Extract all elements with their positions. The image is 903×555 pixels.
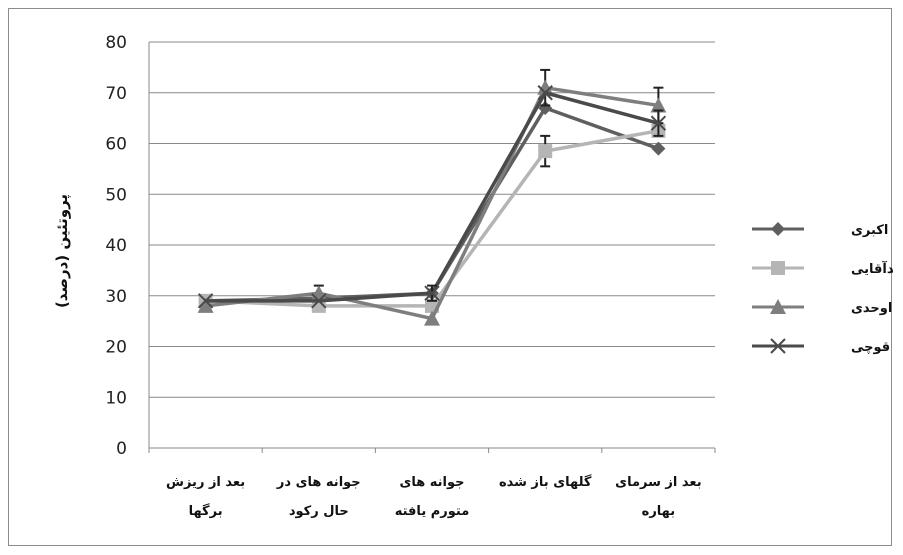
data-point <box>538 144 553 159</box>
data-point <box>771 261 785 275</box>
legend-label: احمدآقایی <box>851 260 893 277</box>
series-line <box>205 129 659 308</box>
series-group <box>197 68 667 326</box>
y-tick-label: 50 <box>105 185 127 205</box>
y-tick-label: 0 <box>116 439 127 459</box>
y-tick-label: 20 <box>105 338 127 358</box>
data-point <box>537 85 553 101</box>
y-axis-label: پروتئین (درصد) <box>53 194 72 308</box>
data-point <box>651 141 666 156</box>
data-point <box>537 79 554 95</box>
gridlines <box>149 41 715 449</box>
series-line <box>205 106 659 303</box>
data-point <box>771 222 785 236</box>
series <box>198 123 666 313</box>
legend-item: اکبری <box>752 222 888 238</box>
legend-label: اوحدی <box>851 301 892 316</box>
chart-frame: 0 10 20 30 40 50 60 70 80 بعد از ریزش برگها جوانه … <box>8 8 893 546</box>
data-point <box>650 115 667 131</box>
x-tick-label: جوانه های متورم یافته <box>395 475 470 519</box>
data-point <box>311 293 327 309</box>
data-point <box>770 338 786 354</box>
data-point <box>424 310 440 326</box>
legend-label: کله قوچی <box>851 340 893 355</box>
series <box>197 85 667 309</box>
y-tick-label: 10 <box>105 388 127 408</box>
y-tick-label: 60 <box>105 135 127 155</box>
data-point <box>197 297 214 313</box>
x-tick-label: بعد از سرمای بهاره <box>615 475 701 519</box>
data-point <box>424 285 440 301</box>
series <box>198 100 666 308</box>
x-tick-label: جوانه های در حال رکود <box>276 475 361 519</box>
data-point <box>197 293 214 309</box>
legend: اکبری احمدآقایی اوحدی کله قوچی <box>752 222 893 355</box>
legend-item: احمدآقایی <box>752 260 893 277</box>
y-axis-ticks: 0 10 20 30 40 50 60 70 80 <box>105 33 127 459</box>
x-axis: بعد از ریزش برگها جوانه های در حال رکود جوان… <box>148 42 716 519</box>
y-tick-label: 30 <box>105 287 127 307</box>
data-point <box>650 97 667 113</box>
x-tick-label: بعد از ریزش برگها <box>166 475 245 519</box>
data-point <box>770 299 786 314</box>
legend-item: کله قوچی <box>752 338 893 355</box>
legend-label: اکبری <box>851 223 888 238</box>
y-tick-label: 40 <box>105 236 127 256</box>
chart: 0 10 20 30 40 50 60 70 80 بعد از ریزش برگها جوانه … <box>53 33 893 519</box>
series-line <box>205 85 659 321</box>
legend-item: اوحدی <box>752 299 892 316</box>
y-tick-label: 70 <box>105 84 127 104</box>
x-tick-label: گلهای باز شده <box>499 474 592 490</box>
y-tick-label: 80 <box>105 33 127 53</box>
